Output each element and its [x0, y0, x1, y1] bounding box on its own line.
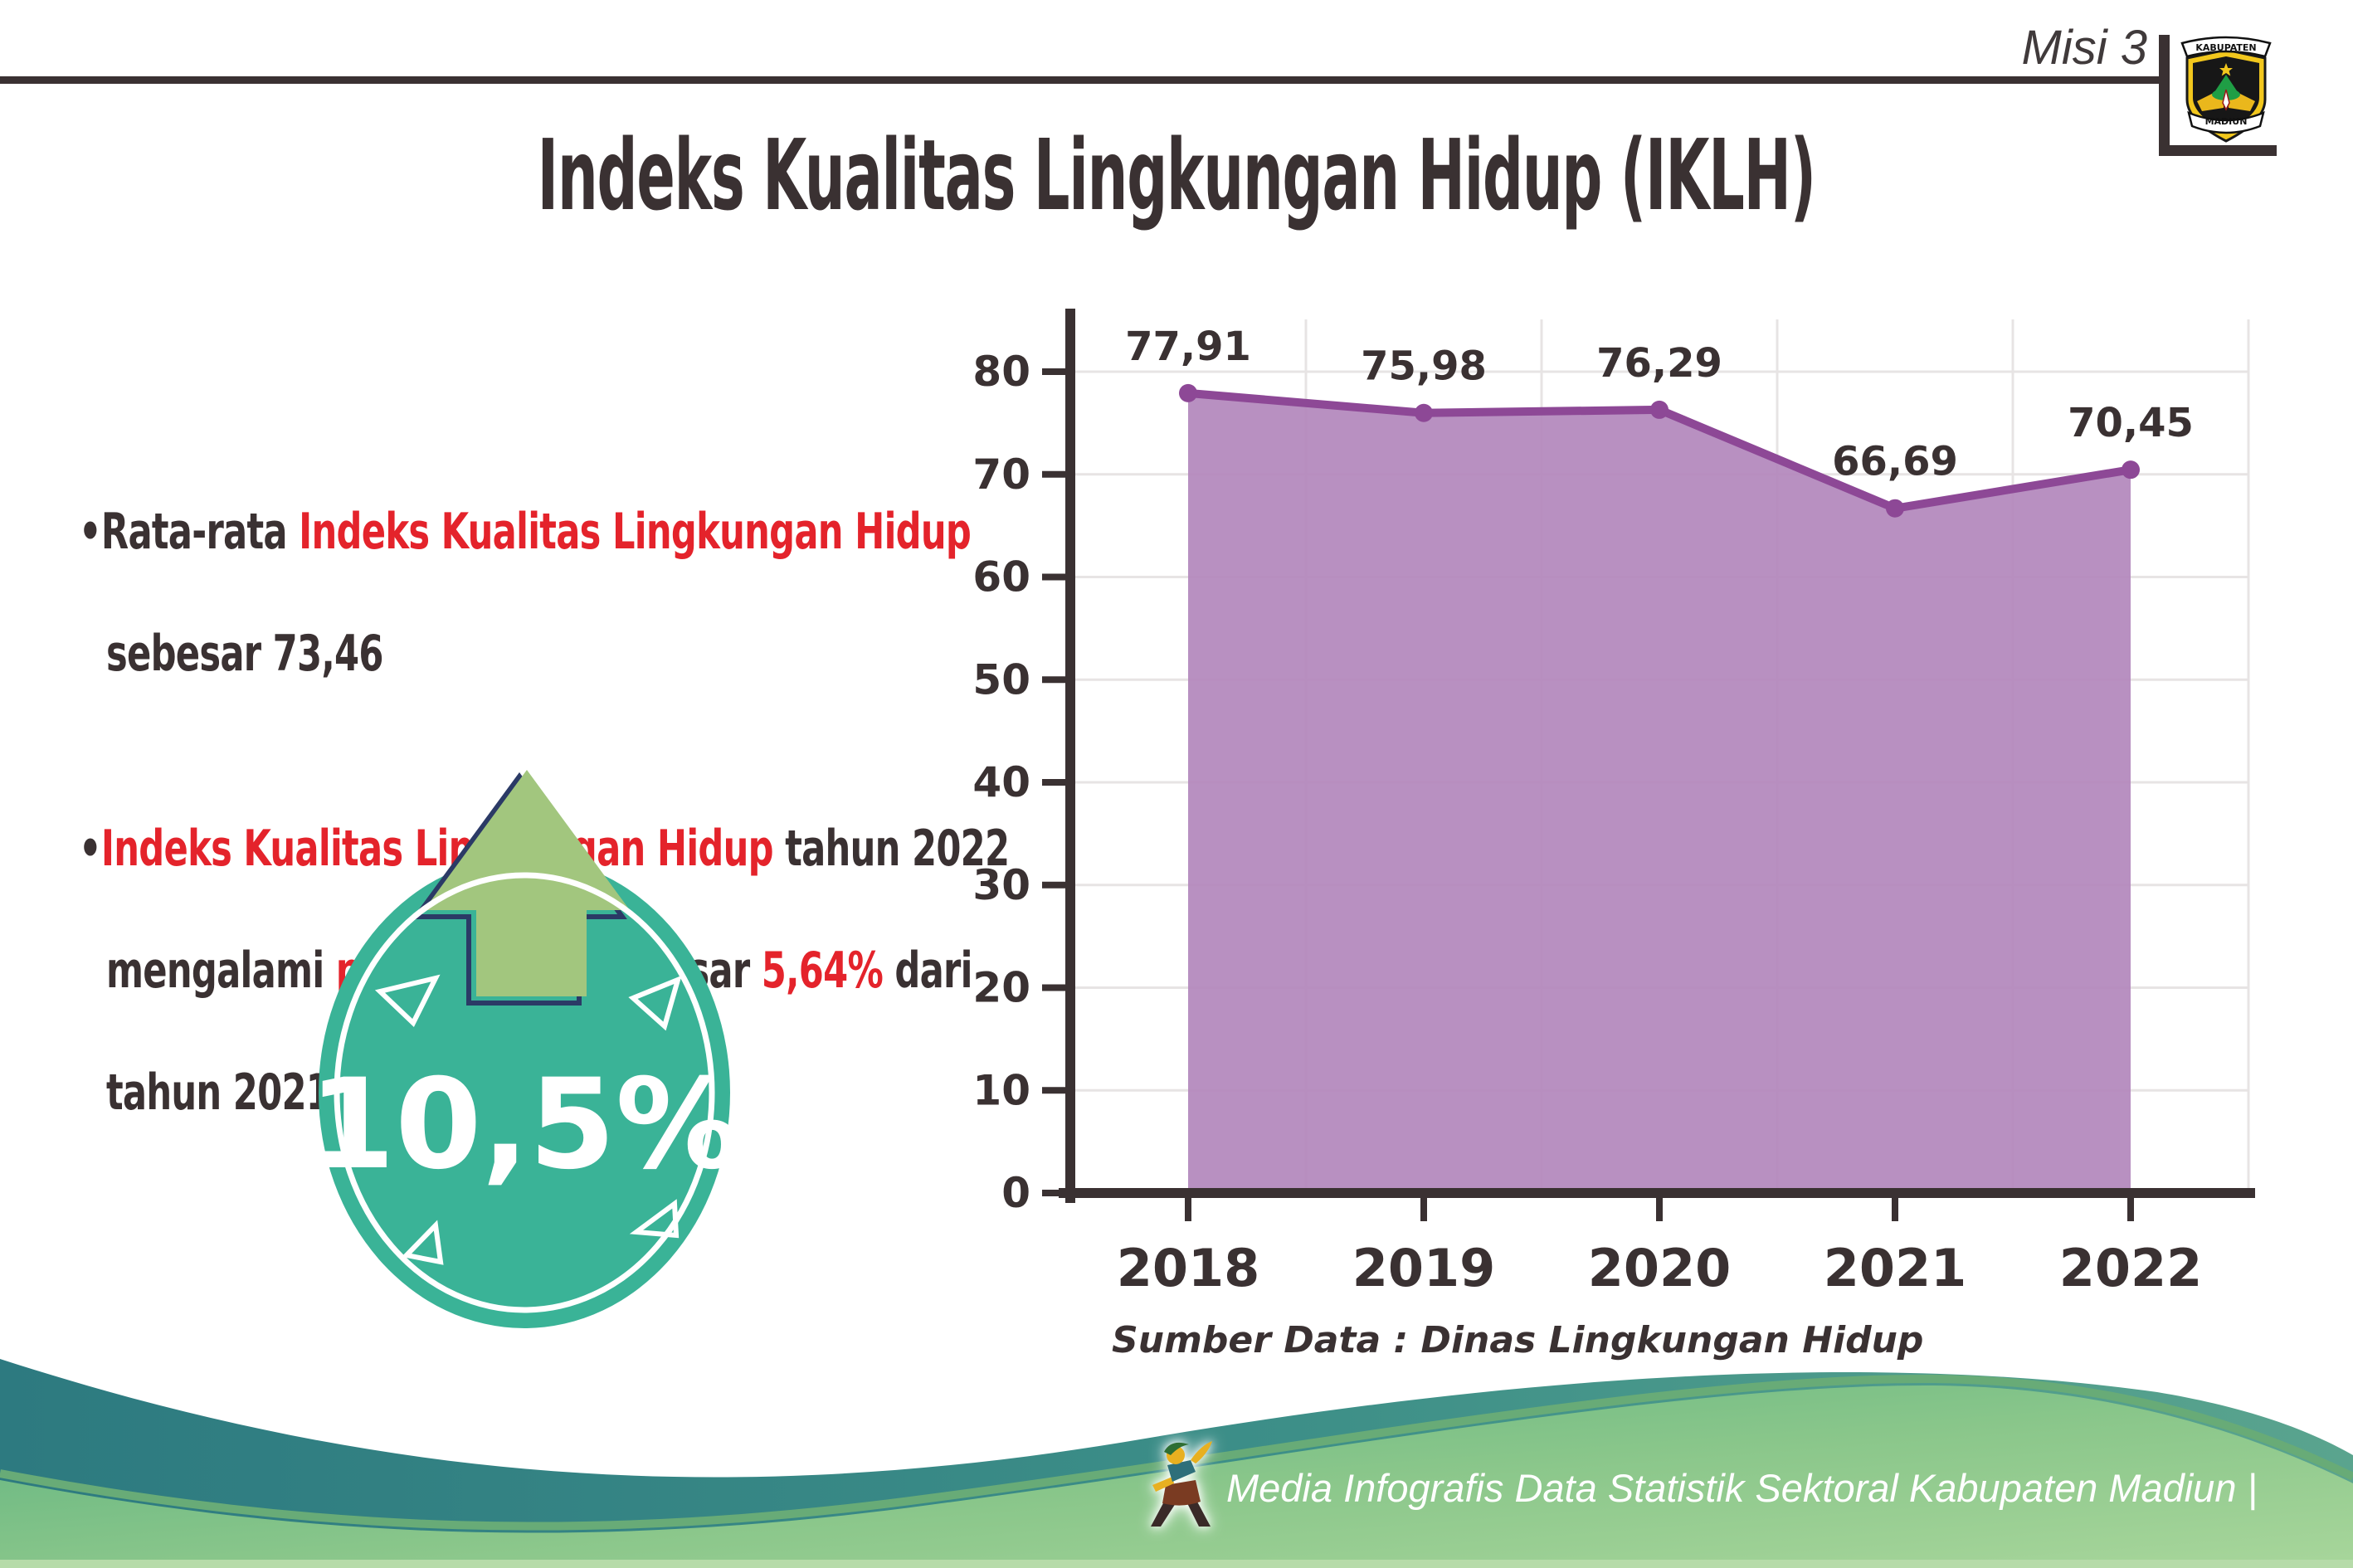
footer-bottom-strip [0, 1560, 2353, 1568]
bullet-dot: • [79, 503, 102, 561]
logo-star-icon [2219, 63, 2233, 76]
insight-1-line-1: •Rata-rata Indeks Kualitas Lingkungan Hi… [79, 471, 1282, 593]
y-tick-label: 70 [972, 450, 1030, 499]
mascot-right-leg [1187, 1502, 1211, 1527]
logo-frame-vertical [2159, 35, 2170, 156]
mascot-left-arm [1152, 1477, 1174, 1492]
y-tick-label: 0 [1001, 1169, 1030, 1217]
bullet-dot: • [79, 820, 102, 878]
x-tick-label-2020: 2020 [1588, 1238, 1732, 1298]
y-tick-label: 20 [972, 964, 1030, 1012]
mascot-left-leg [1151, 1502, 1176, 1527]
insight-2-seg: dari [894, 942, 972, 1000]
green-wave-edge [0, 1374, 2353, 1531]
insight-bullet-1: •Rata-rata Indeks Kualitas Lingkungan Hi… [79, 471, 1282, 715]
logo-frame-horizontal [2159, 145, 2277, 156]
insight-2-highlight: Indeks Kualitas Lingkungan Hidup [100, 820, 786, 878]
logo-bottom-text: MADIUN [2205, 116, 2248, 127]
logo-kris-icon [2222, 89, 2230, 111]
insight-2-line-1: •Indeks Kualitas Lingkungan Hidup tahun … [79, 788, 1282, 910]
dancer-mascot-icon [1151, 1441, 1212, 1527]
badge-value: 10,5% [309, 1053, 740, 1197]
badge-tick-lower-right [629, 1199, 680, 1239]
chart-source-note: Sumber Data : Dinas Lingkungan Hidup [1112, 1319, 1923, 1361]
arrow-outline [412, 772, 627, 1006]
data-label-2019: 75,98 [1361, 343, 1487, 390]
badge-tick-upper-right [628, 975, 682, 1031]
y-tick-label: 30 [972, 861, 1030, 909]
data-point-2020 [1650, 400, 1669, 419]
insight-2-year: tahun 2022 [785, 820, 1010, 878]
insight-1-line-2: sebesar 73,46 [79, 593, 1282, 715]
x-tick-label-2018: 2018 [1117, 1238, 1260, 1298]
insight-1-prefix: Rata-rata [100, 503, 300, 561]
x-tick-label-2019: 2019 [1352, 1238, 1496, 1298]
insight-1-value: sebesar 73,46 [106, 625, 383, 683]
y-tick-label: 60 [972, 553, 1030, 601]
mascot-skirt [1162, 1480, 1201, 1506]
y-tick-label: 40 [972, 758, 1030, 806]
y-tick-label: 10 [972, 1066, 1030, 1114]
mascot-cap [1164, 1442, 1189, 1455]
data-point-2022 [2122, 460, 2140, 480]
page-title-text: Indeks Kualitas Lingkungan Hidup (IKLH) [537, 118, 1816, 232]
badge-tick-lower-left [401, 1220, 444, 1265]
data-point-2018 [1179, 383, 1197, 402]
data-label-2022: 70,45 [2068, 400, 2194, 446]
mission-label: Misi 3 [2021, 21, 2147, 75]
kabupaten-madiun-logo: KABUPATEN MADIUN [2180, 36, 2272, 143]
logo-top-ribbon [2180, 36, 2272, 58]
up-arrow-icon [424, 770, 630, 996]
mascot-raised-arm [1191, 1441, 1212, 1463]
insight-2-percent: 5,64% [761, 942, 895, 1000]
insight-1-highlight: Indeks Kualitas Lingkungan Hidup [299, 503, 972, 561]
x-tick-label-2022: 2022 [2059, 1238, 2203, 1298]
mascot-sash [1167, 1460, 1196, 1482]
y-tick-label: 80 [972, 348, 1030, 396]
header-rule [0, 76, 2163, 84]
data-point-2019 [1415, 403, 1433, 422]
badge-circle [319, 857, 730, 1328]
data-label-2020: 76,29 [1596, 340, 1722, 387]
x-tick-label-2021: 2021 [1824, 1238, 1967, 1298]
badge-inner-ring [334, 872, 715, 1313]
logo-top-text: KABUPATEN [2195, 42, 2256, 53]
area-fill [1188, 392, 2131, 1190]
data-label-2018: 77,91 [1125, 324, 1251, 370]
insight-2-seg: mengalami [106, 942, 336, 1000]
logo-bottom-ribbon [2187, 110, 2265, 134]
data-point-2021 [1886, 499, 1904, 518]
growth-badge: 10,5% [309, 770, 740, 1328]
iklh-chart-svg: 77,91 75,98 76,29 66,69 70,45 0 10 20 30 40 50 60 70… [972, 309, 2255, 1361]
insight-2-baseyear: tahun 2021 [106, 1064, 331, 1122]
page-title: Indeks Kualitas Lingkungan Hidup (IKLH) [0, 118, 2353, 232]
insight-2-line-3: tahun 2021 [79, 1032, 1282, 1154]
data-label-2021: 66,69 [1832, 439, 1958, 485]
footer-credit: Media Infografis Data Statistik Sektoral… [1226, 1466, 2258, 1510]
y-tick-label: 50 [972, 655, 1030, 704]
badge-tick-upper-left [374, 974, 441, 1027]
